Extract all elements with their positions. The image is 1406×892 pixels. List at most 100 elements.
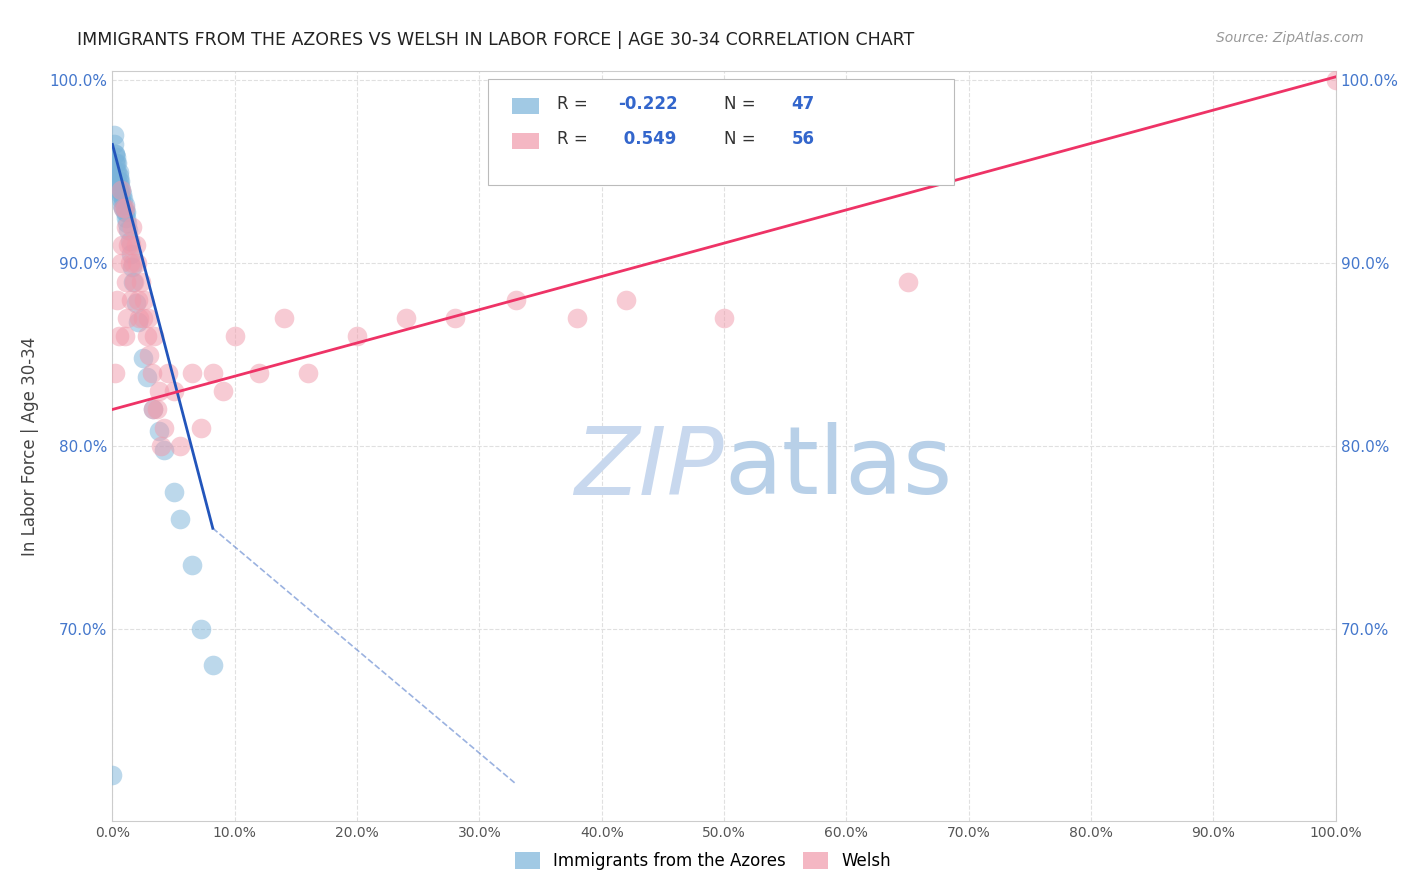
Point: [107, 183, 129, 197]
Point: [181, 366, 204, 380]
Point: [163, 484, 186, 499]
Point: [135, 329, 157, 343]
Point: [120, 238, 142, 252]
Point: [110, 183, 132, 197]
Point: [125, 256, 148, 270]
Point: [121, 219, 143, 234]
Point: [395, 311, 418, 326]
Point: [346, 329, 368, 343]
Point: [141, 366, 163, 380]
Point: [115, 205, 138, 219]
Point: [104, 366, 127, 380]
Point: [118, 256, 141, 270]
Point: [121, 260, 143, 274]
Point: [107, 165, 129, 179]
Text: 0.549: 0.549: [617, 130, 676, 148]
Point: [153, 421, 176, 435]
Point: [108, 174, 131, 188]
Point: [169, 439, 191, 453]
Point: [134, 293, 156, 307]
Point: [105, 293, 128, 307]
Y-axis label: In Labor Force | Age 30-34: In Labor Force | Age 30-34: [21, 336, 38, 556]
Point: [114, 198, 136, 212]
Legend: Immigrants from the Azores, Welsh: Immigrants from the Azores, Welsh: [509, 845, 897, 877]
Point: [505, 293, 527, 307]
Point: [111, 238, 134, 252]
Point: [110, 256, 132, 270]
FancyBboxPatch shape: [488, 78, 955, 185]
Point: [105, 165, 128, 179]
Text: R =: R =: [557, 95, 592, 112]
Point: [148, 384, 170, 399]
Point: [224, 329, 246, 343]
Point: [115, 216, 138, 230]
Point: [111, 186, 134, 201]
Point: [169, 512, 191, 526]
Point: [145, 402, 167, 417]
Point: [129, 275, 152, 289]
Point: [190, 421, 212, 435]
Point: [112, 202, 135, 216]
Point: [150, 439, 173, 453]
Point: [127, 293, 149, 307]
Point: [148, 425, 170, 439]
Point: [110, 183, 132, 197]
Text: IMMIGRANTS FROM THE AZORES VS WELSH IN LABOR FORCE | AGE 30-34 CORRELATION CHART: IMMIGRANTS FROM THE AZORES VS WELSH IN L…: [77, 31, 914, 49]
Point: [115, 219, 138, 234]
Point: [201, 366, 224, 380]
Point: [105, 150, 128, 164]
Point: [142, 402, 165, 417]
Point: [115, 275, 138, 289]
Point: [567, 311, 589, 326]
Point: [105, 155, 128, 169]
Point: [132, 351, 155, 366]
Point: [115, 311, 138, 326]
Point: [713, 311, 735, 326]
Point: [163, 384, 186, 399]
Text: 56: 56: [792, 130, 814, 148]
Point: [614, 293, 637, 307]
Text: R =: R =: [557, 130, 592, 148]
Point: [122, 256, 145, 270]
Point: [107, 174, 129, 188]
Point: [122, 275, 145, 289]
Text: ZIP: ZIP: [575, 423, 724, 514]
Point: [115, 211, 138, 225]
Point: [125, 238, 148, 252]
Point: [136, 311, 159, 326]
Point: [273, 311, 295, 326]
Point: [124, 275, 146, 289]
Point: [114, 205, 136, 219]
Point: [105, 174, 128, 188]
Point: [132, 311, 155, 326]
Point: [117, 223, 139, 237]
Point: [128, 311, 150, 326]
Point: [1324, 73, 1347, 87]
Point: [104, 146, 127, 161]
Point: [107, 329, 129, 343]
Point: [104, 155, 127, 169]
Point: [107, 169, 129, 183]
Point: [897, 275, 920, 289]
Point: [125, 296, 148, 310]
Point: [118, 235, 141, 249]
Point: [138, 348, 160, 362]
Point: [114, 202, 136, 216]
Point: [143, 329, 166, 343]
Point: [101, 768, 124, 782]
Point: [120, 293, 142, 307]
Point: [120, 247, 142, 261]
Text: 47: 47: [792, 95, 814, 112]
Point: [247, 366, 270, 380]
Point: [112, 192, 135, 206]
Text: -0.222: -0.222: [617, 95, 678, 112]
Point: [297, 366, 319, 380]
Point: [181, 558, 204, 572]
Point: [108, 186, 131, 201]
Point: [211, 384, 233, 399]
Point: [117, 238, 139, 252]
Point: [114, 329, 136, 343]
Point: [105, 155, 128, 169]
Text: atlas: atlas: [724, 423, 952, 515]
Point: [201, 658, 224, 673]
